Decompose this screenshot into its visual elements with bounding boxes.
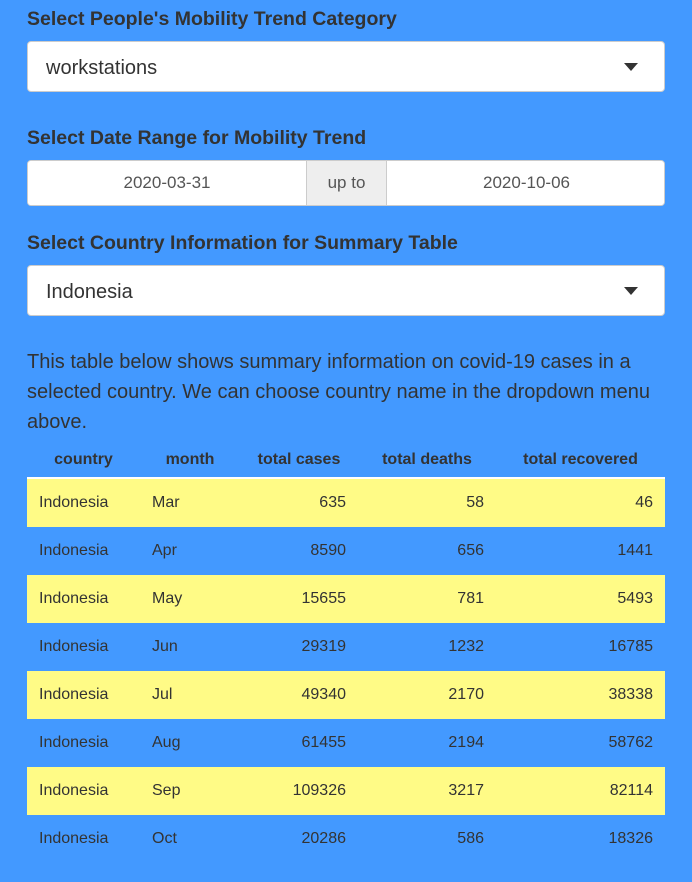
country-select-label: Select Country Information for Summary T… (27, 232, 458, 254)
cell-month: Jul (140, 671, 240, 719)
table-header-row: country month total cases total deaths t… (27, 443, 665, 479)
cell-month: Sep (140, 767, 240, 815)
start-date-input[interactable]: 2020-03-31 (28, 161, 306, 205)
cell-country: Indonesia (27, 671, 140, 719)
cell-total-recovered: 82114 (496, 767, 665, 815)
cell-total-cases: 8590 (240, 527, 358, 575)
cell-month: Oct (140, 815, 240, 863)
date-range-label: Select Date Range for Mobility Trend (27, 127, 367, 149)
column-header-country[interactable]: country (27, 443, 140, 479)
cell-month: Apr (140, 527, 240, 575)
table-row: Indonesia May 15655 781 5493 (27, 575, 665, 623)
cell-month: Jun (140, 623, 240, 671)
cell-total-cases: 49340 (240, 671, 358, 719)
cell-total-deaths: 1232 (358, 623, 496, 671)
table-row: Indonesia Jun 29319 1232 16785 (27, 623, 665, 671)
cell-total-cases: 635 (240, 478, 358, 527)
cell-country: Indonesia (27, 575, 140, 623)
cell-country: Indonesia (27, 478, 140, 527)
column-header-total-cases[interactable]: total cases (240, 443, 358, 479)
cell-total-recovered: 46 (496, 478, 665, 527)
country-select[interactable]: Indonesia (27, 265, 665, 316)
cell-month: May (140, 575, 240, 623)
cell-country: Indonesia (27, 527, 140, 575)
cell-total-deaths: 3217 (358, 767, 496, 815)
column-header-total-recovered[interactable]: total recovered (496, 443, 665, 479)
table-row: Indonesia Oct 20286 586 18326 (27, 815, 665, 863)
mobility-category-value: workstations (46, 57, 158, 79)
cell-total-cases: 61455 (240, 719, 358, 767)
cell-total-deaths: 2170 (358, 671, 496, 719)
table-row: Indonesia Apr 8590 656 1441 (27, 527, 665, 575)
cell-total-recovered: 5493 (496, 575, 665, 623)
cell-month: Aug (140, 719, 240, 767)
table-row: Indonesia Sep 109326 3217 82114 (27, 767, 665, 815)
chevron-down-icon[interactable] (624, 287, 638, 295)
cell-total-recovered: 38338 (496, 671, 665, 719)
cell-total-deaths: 781 (358, 575, 496, 623)
cell-total-cases: 20286 (240, 815, 358, 863)
cell-total-deaths: 2194 (358, 719, 496, 767)
cell-country: Indonesia (27, 623, 140, 671)
cell-country: Indonesia (27, 767, 140, 815)
cell-total-deaths: 58 (358, 478, 496, 527)
cell-total-cases: 29319 (240, 623, 358, 671)
cell-total-recovered: 58762 (496, 719, 665, 767)
summary-table: country month total cases total deaths t… (27, 443, 665, 863)
cell-total-deaths: 586 (358, 815, 496, 863)
column-header-month[interactable]: month (140, 443, 240, 479)
table-row: Indonesia Mar 635 58 46 (27, 478, 665, 527)
column-header-total-deaths[interactable]: total deaths (358, 443, 496, 479)
cell-country: Indonesia (27, 815, 140, 863)
cell-total-recovered: 1441 (496, 527, 665, 575)
mobility-category-label: Select People's Mobility Trend Category (27, 8, 397, 30)
cell-total-deaths: 656 (358, 527, 496, 575)
cell-total-cases: 15655 (240, 575, 358, 623)
mobility-category-select[interactable]: workstations (27, 41, 665, 92)
end-date-input[interactable]: 2020-10-06 (387, 161, 664, 205)
cell-total-cases: 109326 (240, 767, 358, 815)
cell-country: Indonesia (27, 719, 140, 767)
date-range-separator: up to (306, 161, 387, 205)
chevron-down-icon[interactable] (624, 63, 638, 71)
cell-total-recovered: 16785 (496, 623, 665, 671)
date-range-input: 2020-03-31 up to 2020-10-06 (27, 160, 665, 206)
cell-total-recovered: 18326 (496, 815, 665, 863)
cell-month: Mar (140, 478, 240, 527)
table-row: Indonesia Jul 49340 2170 38338 (27, 671, 665, 719)
table-description: This table below shows summary informati… (27, 351, 650, 433)
country-select-value: Indonesia (46, 281, 133, 303)
table-row: Indonesia Aug 61455 2194 58762 (27, 719, 665, 767)
